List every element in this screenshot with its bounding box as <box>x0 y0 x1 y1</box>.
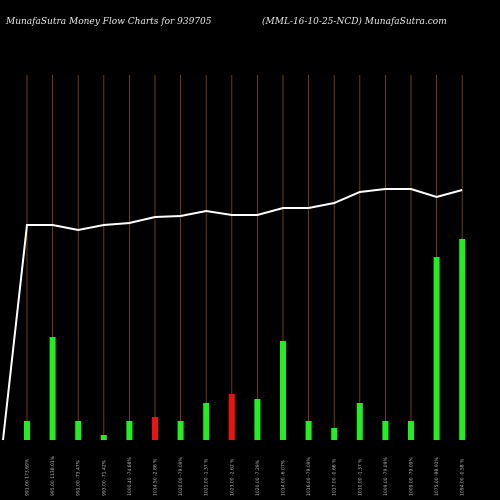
x-tick-label: 995.00 1138.01% <box>50 455 56 496</box>
x-tick-label: 1020.00 -7.29% <box>255 459 261 496</box>
x-tick-label: 1014.00 -6.07% <box>281 459 287 496</box>
bar <box>49 337 56 440</box>
x-tick-label: 1023.00 -2.62 % <box>229 458 235 496</box>
x-tick-label: 1009.00 -79.09% <box>409 456 415 496</box>
money-flow-line <box>2 188 463 441</box>
x-tick-label: 1075.00 -98.91% <box>434 456 440 496</box>
bar <box>459 239 466 440</box>
bar <box>24 421 30 440</box>
bar <box>152 417 158 440</box>
x-tick-label: 991.00 173.69% <box>25 458 31 496</box>
x-tick-label: 1000.40 -74.68% <box>127 456 133 496</box>
chart-subtitle: (MML-16-10-25-NCD) MunafaSutra.com <box>262 16 447 27</box>
bar <box>177 421 184 440</box>
bar <box>356 403 363 440</box>
bar <box>331 428 338 440</box>
x-tick-label: 1094.00 -0.58 % <box>460 458 466 496</box>
x-tick-label: 1009.00 -79.09% <box>383 456 389 496</box>
bar <box>305 421 312 440</box>
bar <box>254 399 261 440</box>
x-tick-label: 1014.50 -2.86 % <box>153 458 159 496</box>
x-tick-label: 1021.00 -1.37 % <box>204 458 210 496</box>
bar <box>100 435 107 440</box>
x-tick-label: 1010.00 -1.37 % <box>357 458 363 496</box>
x-tick-label: 1017.00 -0.66 % <box>332 458 338 496</box>
bar <box>408 421 414 440</box>
bar <box>228 394 235 440</box>
bar <box>382 421 389 440</box>
x-tick-label: 1020.00 -79.09% <box>178 456 184 496</box>
x-tick-label: 991.00 -73.47% <box>76 459 82 496</box>
bar <box>75 421 82 440</box>
bar <box>433 257 440 440</box>
chart-title: MunafaSutra Money Flow Charts for 939705 <box>5 17 212 27</box>
x-tick-label: 1016.00 -79.09% <box>306 456 312 496</box>
bar <box>203 403 210 440</box>
bar <box>126 421 133 440</box>
x-tick-label: 993.00 -71.42% <box>101 459 107 496</box>
bar <box>280 341 286 440</box>
